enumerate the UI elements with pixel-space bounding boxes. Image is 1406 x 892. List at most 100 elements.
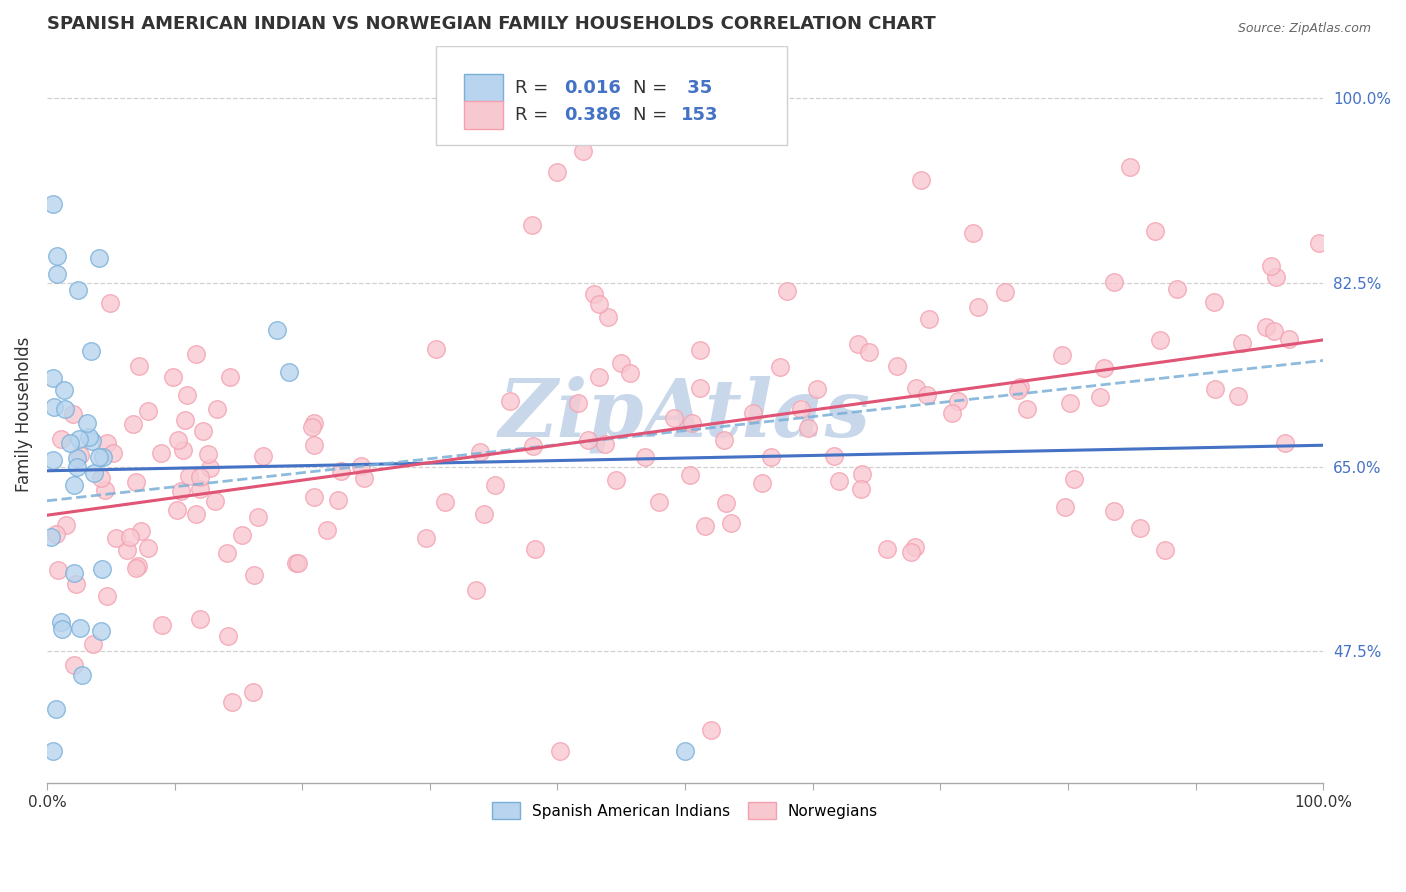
Point xyxy=(173,413,195,427)
Point xyxy=(1230,336,1253,351)
Point xyxy=(1166,282,1188,296)
Point xyxy=(662,411,685,425)
Point xyxy=(62,407,84,421)
Point xyxy=(1278,332,1301,346)
Point xyxy=(45,702,67,716)
Point xyxy=(231,528,253,542)
Point xyxy=(205,402,228,417)
Point xyxy=(966,300,988,314)
Point xyxy=(39,531,62,545)
Point xyxy=(1144,224,1167,238)
Point xyxy=(166,502,188,516)
Point xyxy=(484,477,506,491)
Point xyxy=(425,342,447,356)
Point xyxy=(149,446,172,460)
Point xyxy=(302,438,325,452)
Point xyxy=(1063,472,1085,486)
Point xyxy=(136,404,159,418)
Point xyxy=(776,285,799,299)
Point xyxy=(103,445,125,459)
Point xyxy=(90,562,112,576)
Point xyxy=(302,416,325,430)
Point xyxy=(689,381,711,395)
Point xyxy=(720,516,742,531)
Text: R =: R = xyxy=(516,106,554,124)
Text: 0.386: 0.386 xyxy=(564,106,621,124)
Point xyxy=(66,459,89,474)
Point xyxy=(751,476,773,491)
Point xyxy=(415,531,437,545)
Point xyxy=(169,483,191,498)
Point xyxy=(118,530,141,544)
Point xyxy=(1104,504,1126,518)
Point xyxy=(673,744,696,758)
Point xyxy=(1308,235,1330,250)
Point xyxy=(105,532,128,546)
Point xyxy=(633,450,655,464)
Point xyxy=(1050,347,1073,361)
Point xyxy=(330,464,353,478)
Point xyxy=(42,196,65,211)
Point xyxy=(127,559,149,574)
Point xyxy=(63,566,86,580)
Point xyxy=(302,491,325,505)
Point xyxy=(218,370,240,384)
Point xyxy=(90,624,112,638)
Point xyxy=(1092,360,1115,375)
Point xyxy=(1007,384,1029,398)
Bar xyxy=(464,101,502,129)
Point xyxy=(62,478,84,492)
Text: 0.016: 0.016 xyxy=(564,78,620,97)
Point xyxy=(946,394,969,409)
Point xyxy=(122,417,145,431)
Point xyxy=(190,482,212,496)
Point xyxy=(598,310,620,324)
Point xyxy=(204,493,226,508)
Point xyxy=(287,556,309,570)
Point xyxy=(125,475,148,490)
Point xyxy=(96,435,118,450)
Point xyxy=(59,436,82,450)
Point xyxy=(315,523,337,537)
Point xyxy=(49,615,72,630)
Text: 35: 35 xyxy=(682,78,713,97)
Point xyxy=(42,371,65,385)
Point xyxy=(689,343,711,358)
Point xyxy=(797,421,820,435)
Point xyxy=(53,401,76,416)
Point xyxy=(851,482,873,496)
Point xyxy=(129,524,152,538)
Point xyxy=(1054,500,1077,514)
Point xyxy=(567,396,589,410)
Point xyxy=(278,365,301,379)
Point xyxy=(1128,521,1150,535)
Point xyxy=(45,267,67,281)
Point xyxy=(1149,334,1171,348)
Bar xyxy=(464,74,502,102)
Point xyxy=(605,473,627,487)
Point xyxy=(520,218,543,232)
Point xyxy=(89,251,111,265)
Point xyxy=(524,542,547,557)
Point xyxy=(1202,294,1225,309)
Point xyxy=(82,637,104,651)
Point xyxy=(176,388,198,402)
Point xyxy=(66,450,89,465)
Point xyxy=(619,367,641,381)
Point xyxy=(522,439,544,453)
Point xyxy=(167,433,190,447)
Point xyxy=(769,359,792,374)
Text: Source: ZipAtlas.com: Source: ZipAtlas.com xyxy=(1237,22,1371,36)
Point xyxy=(198,460,221,475)
Point xyxy=(51,432,73,446)
Point xyxy=(242,685,264,699)
Point xyxy=(548,744,571,758)
Point xyxy=(179,468,201,483)
Point xyxy=(266,323,288,337)
Point xyxy=(125,561,148,575)
Point xyxy=(284,557,307,571)
Point xyxy=(572,144,595,158)
Point xyxy=(42,400,65,414)
Point xyxy=(353,470,375,484)
Point xyxy=(247,509,270,524)
